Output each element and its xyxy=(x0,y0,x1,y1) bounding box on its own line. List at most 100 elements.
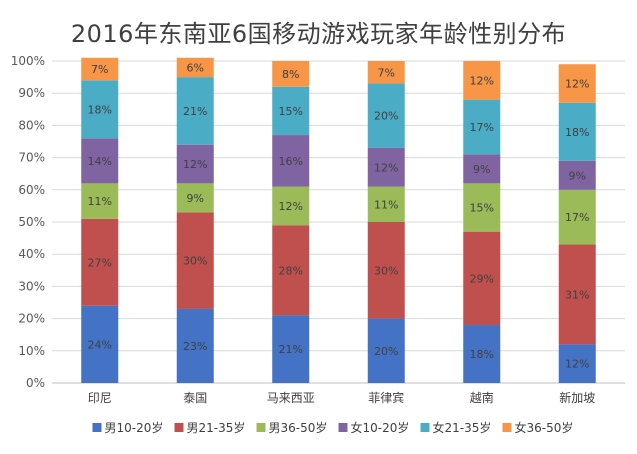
y-tick-label: 0% xyxy=(26,376,45,390)
data-label: 24% xyxy=(88,338,112,351)
y-tick-label: 60% xyxy=(18,183,45,197)
bar-segment xyxy=(176,144,214,184)
data-label: 30% xyxy=(183,255,207,268)
data-label: 12% xyxy=(565,358,589,371)
bar-segment xyxy=(463,99,501,155)
bar-segment xyxy=(81,57,119,81)
y-tick-label: 20% xyxy=(18,312,45,326)
y-tick-label: 40% xyxy=(18,247,45,261)
y-tick-label: 100% xyxy=(11,54,45,68)
bar-segment xyxy=(558,244,596,345)
bar-segment xyxy=(367,222,405,319)
bar-segment xyxy=(176,308,214,383)
y-tick-label: 50% xyxy=(18,215,45,229)
data-label: 20% xyxy=(374,345,398,358)
data-label: 12% xyxy=(374,161,398,174)
bar-segment xyxy=(81,183,119,219)
bar-segment xyxy=(558,64,596,103)
legend-swatch xyxy=(338,423,348,432)
bar-segment xyxy=(272,225,310,316)
bar-segment xyxy=(272,86,310,136)
legend-swatch xyxy=(502,423,512,432)
legend-label: 男21-35岁 xyxy=(187,420,246,435)
legend-label: 女10-20岁 xyxy=(351,420,410,435)
chart-title: 2016年东南亚6国移动游戏玩家年龄性别分布 xyxy=(70,20,567,48)
data-label: 15% xyxy=(279,105,303,118)
legend-swatch xyxy=(174,423,184,432)
data-label: 11% xyxy=(88,195,112,208)
bar-segment xyxy=(176,57,214,78)
bar-segment xyxy=(367,83,405,148)
x-tick-label: 马来西亚 xyxy=(267,391,315,405)
legend-label: 男36-50岁 xyxy=(269,420,328,435)
x-tick-label: 菲律宾 xyxy=(368,390,404,405)
bar-segment xyxy=(367,61,405,84)
data-label: 7% xyxy=(91,63,108,76)
bar-segment xyxy=(558,160,596,190)
data-label: 17% xyxy=(470,121,494,134)
bar-segment xyxy=(272,135,310,187)
legend-swatch xyxy=(92,423,102,432)
bar-segment xyxy=(81,80,119,139)
bar-segment xyxy=(558,189,596,245)
data-label: 20% xyxy=(374,110,398,123)
y-tick-label: 30% xyxy=(18,279,45,293)
data-label: 12% xyxy=(470,74,494,87)
bar-segment xyxy=(272,61,310,87)
bar-segment xyxy=(176,212,214,309)
bar-segment xyxy=(176,183,214,213)
data-label: 31% xyxy=(565,288,589,301)
data-label: 27% xyxy=(88,256,112,269)
x-tick-label: 越南 xyxy=(470,390,494,405)
data-label: 9% xyxy=(569,169,586,182)
legend-swatch xyxy=(420,423,430,432)
bar-segment xyxy=(81,218,119,306)
data-label: 18% xyxy=(565,126,589,139)
y-tick-label: 10% xyxy=(18,344,45,358)
bar-segment xyxy=(272,186,310,226)
bar-segment xyxy=(272,315,310,383)
data-label: 16% xyxy=(279,155,303,168)
data-label: 17% xyxy=(565,211,589,224)
x-tick-label: 泰国 xyxy=(183,391,207,405)
bar-segment xyxy=(558,344,596,383)
y-tick-label: 80% xyxy=(18,118,45,132)
bar-segment xyxy=(463,325,501,383)
data-label: 15% xyxy=(470,202,494,215)
legend-swatch xyxy=(256,423,266,432)
legend-label: 女21-35岁 xyxy=(433,420,492,435)
data-label: 6% xyxy=(187,61,204,74)
data-label: 7% xyxy=(378,66,395,79)
bar-segment xyxy=(81,305,119,383)
bar-segment xyxy=(367,318,405,383)
data-label: 9% xyxy=(473,163,490,176)
data-label: 18% xyxy=(88,103,112,116)
data-label: 28% xyxy=(279,264,303,277)
x-tick-label: 新加坡 xyxy=(559,390,595,405)
bar-segment xyxy=(463,183,501,232)
bar-segment xyxy=(463,231,501,326)
data-label: 8% xyxy=(282,68,299,81)
legend-label: 男10-20岁 xyxy=(105,420,164,435)
bar-segment xyxy=(367,147,405,187)
data-label: 23% xyxy=(183,340,207,353)
legend-label: 女36-50岁 xyxy=(515,420,574,435)
x-tick-label: 印尼 xyxy=(88,391,112,405)
bar-segment xyxy=(463,154,501,184)
data-label: 12% xyxy=(279,200,303,213)
data-label: 18% xyxy=(470,348,494,361)
y-tick-label: 90% xyxy=(18,86,45,100)
data-label: 11% xyxy=(374,198,398,211)
bar-segment xyxy=(558,102,596,161)
bar-segment xyxy=(367,186,405,222)
data-label: 29% xyxy=(470,272,494,285)
data-label: 21% xyxy=(279,343,303,356)
data-label: 21% xyxy=(183,105,207,118)
y-tick-label: 70% xyxy=(18,151,45,165)
bar-segment xyxy=(81,138,119,184)
data-label: 9% xyxy=(187,192,204,205)
data-label: 12% xyxy=(565,78,589,91)
data-label: 14% xyxy=(88,155,112,168)
